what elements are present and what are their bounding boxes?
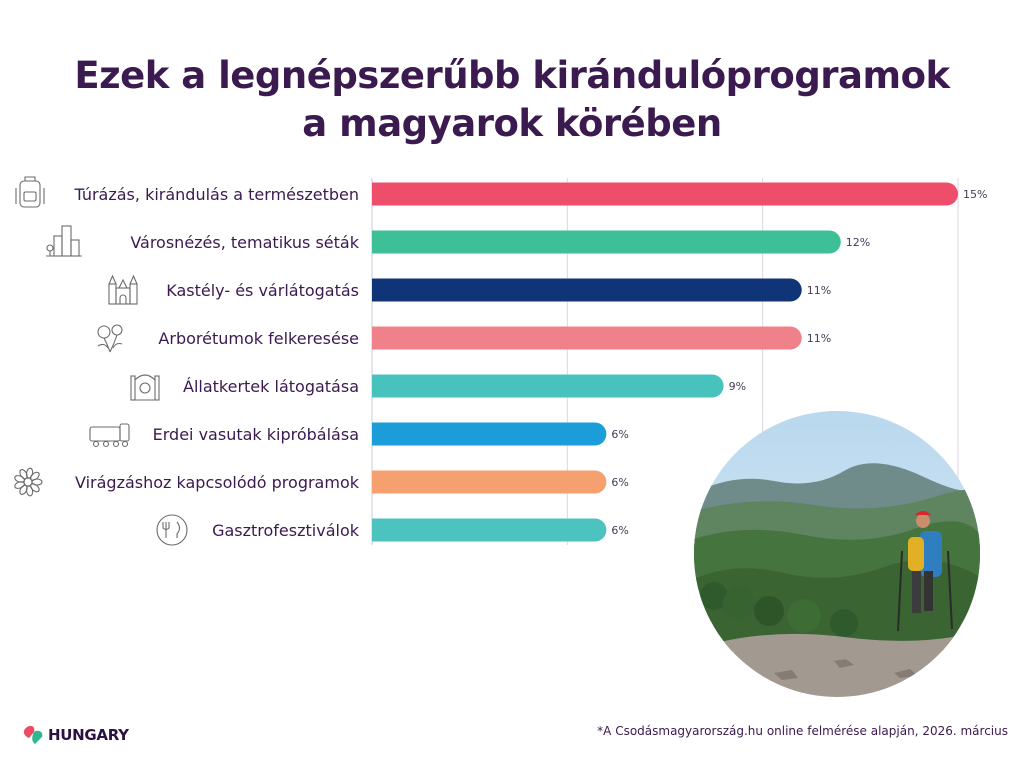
bar-1 xyxy=(372,182,959,206)
value-label-2: 12% xyxy=(846,236,870,249)
category-label-6: Erdei vasutak kipróbálása xyxy=(153,425,359,444)
value-label-5: 9% xyxy=(729,380,746,393)
value-label-6: 6% xyxy=(611,428,628,441)
category-label-2: Városnézés, tematikus séták xyxy=(130,233,359,252)
castle-icon xyxy=(108,274,138,305)
chart-title: Ezek a legnépszerűbb kirándulóprogramok … xyxy=(0,52,1024,148)
bar-5 xyxy=(372,374,724,398)
category-label-7: Virágzáshoz kapcsolódó programok xyxy=(75,473,360,492)
logo-text: HUNGARY xyxy=(48,726,129,744)
hungary-logo: HUNGARY xyxy=(22,722,129,748)
heart-logo-icon xyxy=(23,725,43,744)
category-label-8: Gasztrofesztiválok xyxy=(212,521,360,540)
hiker-photo-icon xyxy=(694,411,980,697)
chart-title-line-1: Ezek a legnépszerűbb kirándulóprogramok xyxy=(74,54,950,97)
value-label-1: 15% xyxy=(963,188,987,201)
chart-title-line-2: a magyarok körében xyxy=(302,102,722,145)
bar-6 xyxy=(372,422,607,446)
plate-cutlery-icon xyxy=(156,514,188,546)
value-label-7: 6% xyxy=(611,476,628,489)
value-label-3: 11% xyxy=(807,284,831,297)
value-label-8: 6% xyxy=(611,524,628,537)
bar-3 xyxy=(372,278,802,302)
category-icons xyxy=(14,176,188,546)
zoo-gate-icon xyxy=(130,374,160,401)
bar-4 xyxy=(372,326,802,350)
footnote: *A Csodásmagyarország.hu online felmérés… xyxy=(597,724,1008,738)
category-label-5: Állatkertek látogatása xyxy=(183,377,359,396)
train-icon xyxy=(89,423,130,448)
value-label-4: 11% xyxy=(807,332,831,345)
bar-2 xyxy=(372,230,841,254)
flower-bush-icon xyxy=(97,324,123,353)
bars xyxy=(372,182,959,542)
bar-8 xyxy=(372,518,607,542)
category-label-1: Túrázás, kirándulás a természetben xyxy=(73,185,359,204)
category-label-4: Arborétumok felkeresése xyxy=(158,329,359,348)
daisy-icon xyxy=(14,467,43,497)
bar-7 xyxy=(372,470,607,494)
category-labels: 15% Túrázás, kirándulás a természetben 12%… xyxy=(73,185,987,540)
city-icon xyxy=(46,225,82,257)
backpack-icon xyxy=(15,176,45,208)
category-label-3: Kastély- és várlátogatás xyxy=(166,281,359,300)
